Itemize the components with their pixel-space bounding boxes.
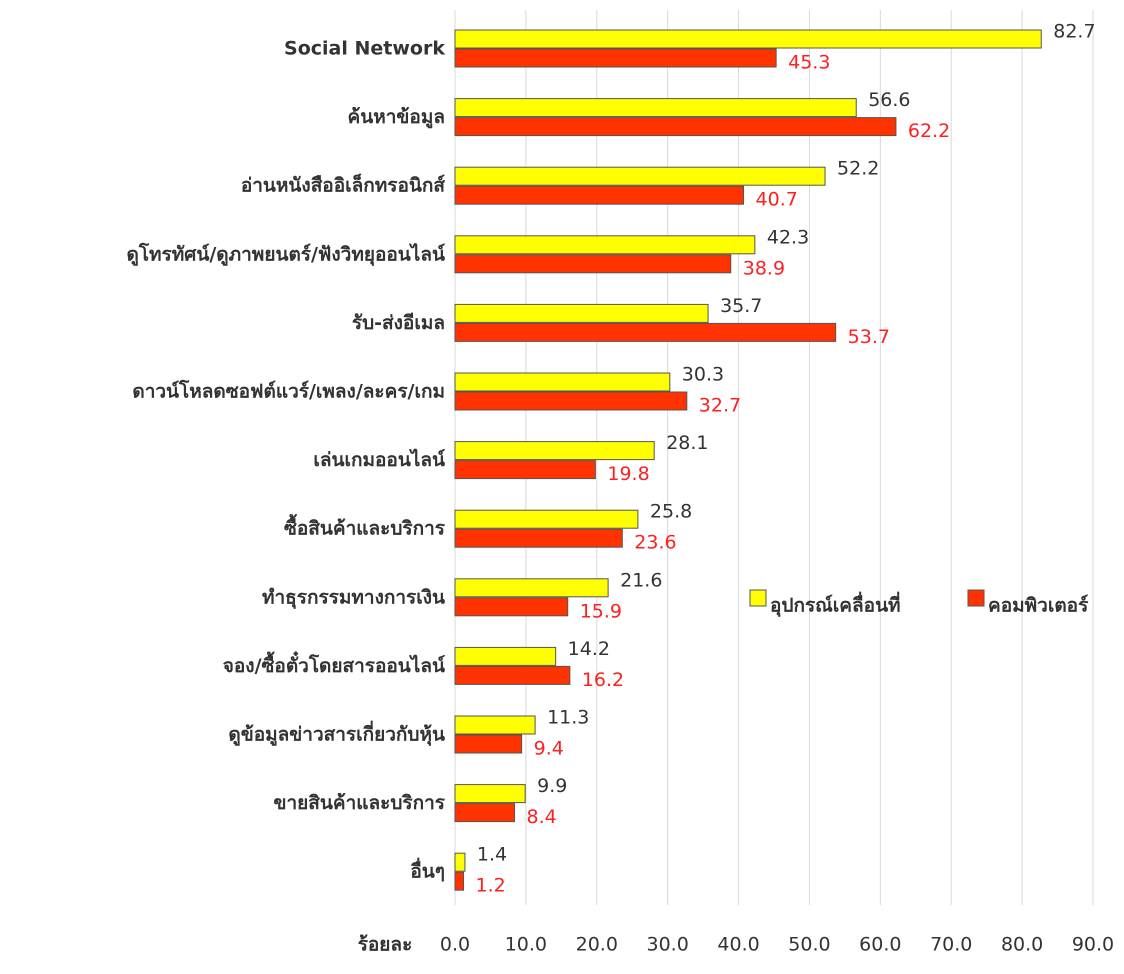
bar [454, 784, 526, 804]
y-tick-label: ค้นหาข้อมูล [348, 106, 445, 129]
data-label: 9.4 [534, 738, 564, 760]
x-tick-label: 60.0 [859, 934, 901, 956]
bar [454, 578, 609, 598]
bar [454, 117, 897, 137]
y-tick-label: ซื้อสินค้าและบริการ [284, 514, 446, 540]
bar [454, 597, 569, 617]
bar [454, 254, 732, 274]
bar [454, 460, 596, 480]
y-tick-label: ทำธุรกรรมทางการเงิน [262, 586, 445, 609]
data-label: 21.6 [620, 569, 662, 591]
x-tick-label: 20.0 [576, 934, 618, 956]
bar [454, 98, 857, 118]
bar [454, 322, 837, 342]
bar [454, 441, 655, 461]
y-tick-label: จอง/ซื้อตั๋วโดยสารออนไลน์ [223, 651, 445, 677]
legend-swatch [967, 589, 985, 607]
legend-label: คอมพิวเตอร์ [988, 595, 1089, 617]
data-label: 25.8 [650, 501, 692, 523]
y-tick-label: อื่นๆ [410, 858, 445, 883]
data-label: 42.3 [767, 226, 809, 248]
bar [454, 509, 639, 529]
data-label: 56.6 [868, 89, 910, 111]
data-label: 35.7 [720, 295, 762, 317]
bar [454, 29, 1042, 49]
y-tick-label: ดาวน์โหลดซอฟต์แวร์/เพลง/ละคร/เกม [132, 380, 445, 403]
y-tick-label: ดูข้อมูลข่าวสารเกี่ยวกับหุ้น [228, 721, 445, 747]
data-label: 28.1 [666, 432, 708, 454]
x-tick-label: 70.0 [930, 934, 972, 956]
data-label: 15.9 [580, 600, 622, 622]
bar [454, 235, 756, 255]
bar [454, 166, 826, 186]
data-label: 8.4 [527, 806, 557, 828]
bar [454, 852, 466, 872]
data-label: 40.7 [756, 189, 798, 211]
y-tick-label: ขายสินค้าและบริการ [274, 792, 446, 814]
bar [454, 871, 465, 891]
data-label: 16.2 [582, 669, 624, 691]
data-label: 19.8 [607, 463, 649, 485]
y-tick-label: Social Network [284, 38, 445, 60]
bar [454, 391, 688, 411]
data-label: 1.4 [477, 844, 507, 866]
data-label: 9.9 [537, 775, 567, 797]
y-tick-label: เล่นเกมออนไลน์ [313, 448, 445, 471]
x-tick-label: 50.0 [788, 934, 830, 956]
data-label: 23.6 [634, 532, 676, 554]
bar [454, 665, 571, 685]
x-tick-label: 0.0 [440, 934, 470, 956]
x-axis-label: ร้อยละ [358, 934, 413, 956]
data-label: 82.7 [1053, 21, 1095, 43]
bar [454, 185, 745, 205]
y-tick-label: อ่านหนังสืออิเล็กทรอนิกส์ [241, 173, 446, 197]
data-label: 52.2 [837, 158, 879, 180]
data-label: 1.2 [476, 875, 506, 897]
y-tick-label: รับ-ส่งอีเมล [352, 312, 445, 334]
y-tick-label: ดูโทรทัศน์/ดูภาพยนตร์/ฟังวิทยุออนไลน์ [126, 242, 445, 266]
data-label: 45.3 [788, 52, 830, 74]
bar [454, 48, 777, 68]
bar [454, 734, 523, 754]
bar [454, 528, 623, 548]
legend-label: อุปกรณ์เคลื่อนที่ [770, 592, 901, 618]
x-tick-label: 40.0 [717, 934, 759, 956]
bar [454, 372, 671, 392]
bar [454, 803, 516, 823]
bar [454, 646, 557, 666]
x-tick-label: 10.0 [505, 934, 547, 956]
bar [454, 303, 709, 323]
data-label: 32.7 [699, 395, 741, 417]
x-tick-label: 80.0 [1001, 934, 1043, 956]
bar [454, 715, 536, 735]
data-label: 14.2 [568, 638, 610, 660]
data-label: 62.2 [908, 120, 950, 142]
data-label: 11.3 [547, 707, 589, 729]
data-label: 38.9 [743, 257, 785, 279]
data-label: 30.3 [682, 364, 724, 386]
x-tick-label: 90.0 [1072, 934, 1114, 956]
data-label: 53.7 [848, 326, 890, 348]
x-tick-label: 30.0 [647, 934, 689, 956]
legend-swatch [749, 589, 767, 607]
